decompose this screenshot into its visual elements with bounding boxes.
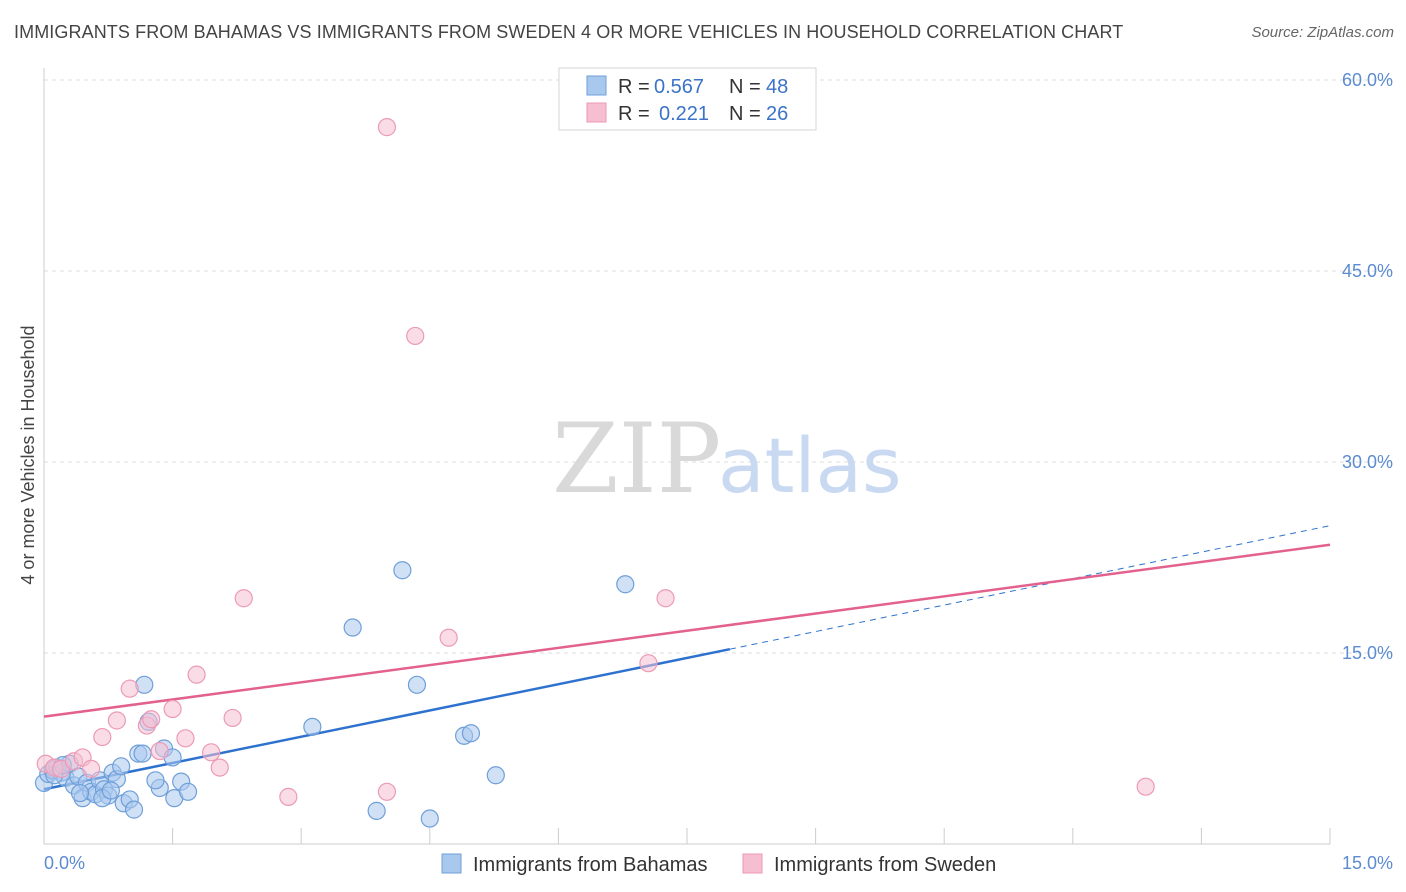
grid-layer [44,79,1392,654]
point-sweden [234,589,253,608]
point-sweden [406,326,425,346]
point-sweden [210,758,229,777]
bottom-legend-label-sweden: Immigrants from Sweden [774,854,996,876]
source-note: Source: ZipAtlas.com [1251,24,1394,41]
y-tick-label: 15.0% [1342,643,1393,663]
point-sweden [176,729,195,748]
stats-legend: R = 0.567 N = 48 R = 0.221 N = 26 [558,67,817,131]
trend-line-bahamas-extension [729,525,1331,650]
point-bahamas [112,757,131,776]
point-sweden [377,782,397,801]
point-sweden [202,743,221,762]
y-axis-label: 4 or more Vehicles in Household [18,325,38,584]
watermark-zip: ZIP [552,403,721,515]
point-bahamas [146,771,165,790]
point-sweden [120,679,139,698]
point-bahamas [101,781,120,800]
point-bahamas [70,783,90,803]
legend-n-value-bahamas: 48 [766,76,788,98]
series-legend: Immigrants from Bahamas Immigrants from … [441,853,996,876]
legend-r-label: R = [618,76,650,98]
legend-n-value-sweden: 26 [766,103,788,125]
bottom-legend-swatch-sweden [742,853,763,874]
point-sweden [639,654,658,673]
point-bahamas [420,809,439,828]
x-tick-label: 0.0% [44,853,85,873]
points-layer [34,118,1155,828]
point-bahamas [303,717,322,736]
point-sweden [142,710,161,729]
point-sweden [82,759,101,778]
legend-swatch-bahamas [586,75,607,96]
point-bahamas [124,800,144,819]
trend-line-sweden [43,543,1331,718]
point-sweden [656,589,675,608]
trend-layer [43,525,1331,791]
point-bahamas [343,618,362,637]
y-tick-label: 45.0% [1342,261,1393,281]
trend-line-bahamas [43,647,731,791]
point-sweden [223,708,242,728]
axis-layer: 15.0% 30.0% 45.0% 60.0% 0.0% 15.0% [43,68,1393,873]
point-bahamas [367,801,386,820]
point-sweden [187,665,206,684]
point-bahamas [178,782,198,801]
point-bahamas [133,744,152,763]
x-tick-label: 15.0% [1342,853,1393,873]
y-tick-label: 60.0% [1342,70,1393,90]
point-bahamas [616,575,635,594]
point-sweden [439,628,458,647]
chart-title: IMMIGRANTS FROM BAHAMAS VS IMMIGRANTS FR… [14,22,1124,42]
point-bahamas [407,675,427,694]
legend-r-label: R = [618,103,650,125]
legend-n-label: N = [729,76,761,98]
point-sweden [1136,777,1155,796]
watermark-atlas: atlas [718,421,902,510]
watermark: ZIP atlas [552,403,902,515]
point-sweden [150,741,169,761]
bottom-legend-label-bahamas: Immigrants from Bahamas [473,854,708,876]
point-sweden [279,787,298,806]
point-sweden [377,118,397,137]
point-bahamas [461,724,481,743]
y-tick-label: 30.0% [1342,452,1393,472]
legend-r-value-sweden: 0.221 [659,103,709,125]
bottom-legend-swatch-bahamas [441,853,462,874]
point-bahamas [393,561,412,580]
legend-n-label: N = [729,103,761,125]
point-bahamas [486,766,505,785]
legend-r-value-bahamas: 0.567 [654,76,704,98]
point-sweden [107,711,126,730]
legend-swatch-sweden [586,102,607,123]
point-sweden [163,699,182,719]
point-sweden [93,727,112,747]
